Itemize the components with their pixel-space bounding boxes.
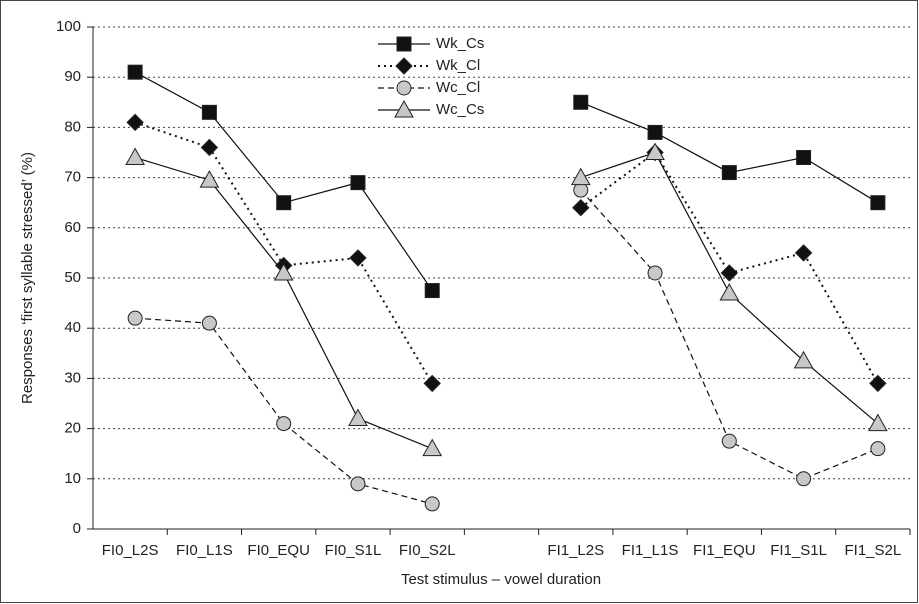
- legend-marker: [396, 80, 412, 96]
- x-tick-label: FI0_EQU: [247, 542, 310, 559]
- data-point: [570, 167, 591, 186]
- y-tick-label: 100: [56, 18, 81, 35]
- legend-label: Wk_Cl: [436, 57, 480, 74]
- data-point: [647, 124, 663, 140]
- data-point: [796, 150, 812, 166]
- data-point: [868, 413, 888, 432]
- data-point: [869, 374, 887, 393]
- y-tick-label: 0: [73, 520, 81, 537]
- series-line: [134, 71, 879, 291]
- y-tick-label: 90: [64, 68, 81, 85]
- data-point: [350, 175, 366, 191]
- data-point: [720, 264, 739, 282]
- data-point: [721, 165, 737, 181]
- data-point: [349, 249, 367, 267]
- data-point: [348, 408, 368, 427]
- x-tick-label: FI1_EQU: [693, 542, 756, 559]
- data-point: [793, 350, 814, 369]
- data-point: [721, 433, 737, 449]
- legend-label: Wc_Cs: [436, 101, 484, 118]
- data-point: [794, 244, 813, 262]
- legend-label: Wk_Cs: [436, 35, 484, 52]
- legend-marker: [396, 36, 412, 52]
- x-tick-label: FI0_L2S: [102, 542, 159, 559]
- y-axis-label: Responses ‘first syllable stressed’ (%): [19, 152, 36, 404]
- x-tick-label: FI1_L2S: [547, 542, 604, 559]
- data-point: [870, 441, 886, 457]
- data-point: [422, 438, 443, 457]
- data-point: [200, 138, 219, 157]
- x-tick-label: FI0_L1S: [176, 542, 233, 559]
- series-line: [134, 151, 879, 450]
- x-tick-label: FI0_S1L: [325, 542, 382, 559]
- y-tick-label: 30: [64, 369, 81, 386]
- data-point: [572, 199, 590, 217]
- y-tick-label: 50: [64, 269, 81, 286]
- data-point: [127, 64, 143, 80]
- legend-marker: [394, 99, 414, 118]
- data-point: [126, 113, 144, 132]
- y-tick-label: 80: [64, 118, 81, 135]
- data-point: [199, 170, 220, 188]
- data-point: [201, 104, 217, 120]
- x-tick-label: FI0_S2L: [399, 542, 456, 559]
- data-point: [350, 476, 366, 492]
- x-tick-label: FI1_S2L: [845, 542, 902, 559]
- series-line: [135, 189, 879, 505]
- data-point: [573, 94, 589, 110]
- data-point: [870, 195, 886, 211]
- data-point: [201, 315, 217, 331]
- y-tick-label: 10: [64, 470, 81, 487]
- data-point: [125, 147, 145, 166]
- data-point: [645, 142, 665, 160]
- data-point: [423, 374, 441, 393]
- legend-marker: [395, 57, 413, 75]
- data-point: [276, 416, 292, 432]
- x-tick-label: FI1_L1S: [622, 542, 679, 559]
- data-point: [127, 310, 143, 326]
- data-point: [276, 195, 292, 211]
- series-line: [134, 121, 879, 384]
- data-point: [573, 182, 589, 198]
- data-point: [796, 471, 812, 487]
- x-axis-label: Test stimulus – vowel duration: [401, 571, 601, 588]
- data-point: [424, 283, 440, 299]
- data-point: [424, 496, 440, 512]
- y-tick-label: 70: [64, 169, 81, 186]
- data-point: [273, 262, 294, 281]
- data-point: [647, 265, 663, 281]
- legend-label: Wc_Cl: [436, 79, 480, 96]
- data-point: [719, 283, 740, 301]
- y-tick-label: 20: [64, 420, 81, 437]
- x-tick-label: FI1_S1L: [770, 542, 827, 559]
- y-tick-label: 40: [64, 319, 81, 336]
- y-tick-label: 60: [64, 219, 81, 236]
